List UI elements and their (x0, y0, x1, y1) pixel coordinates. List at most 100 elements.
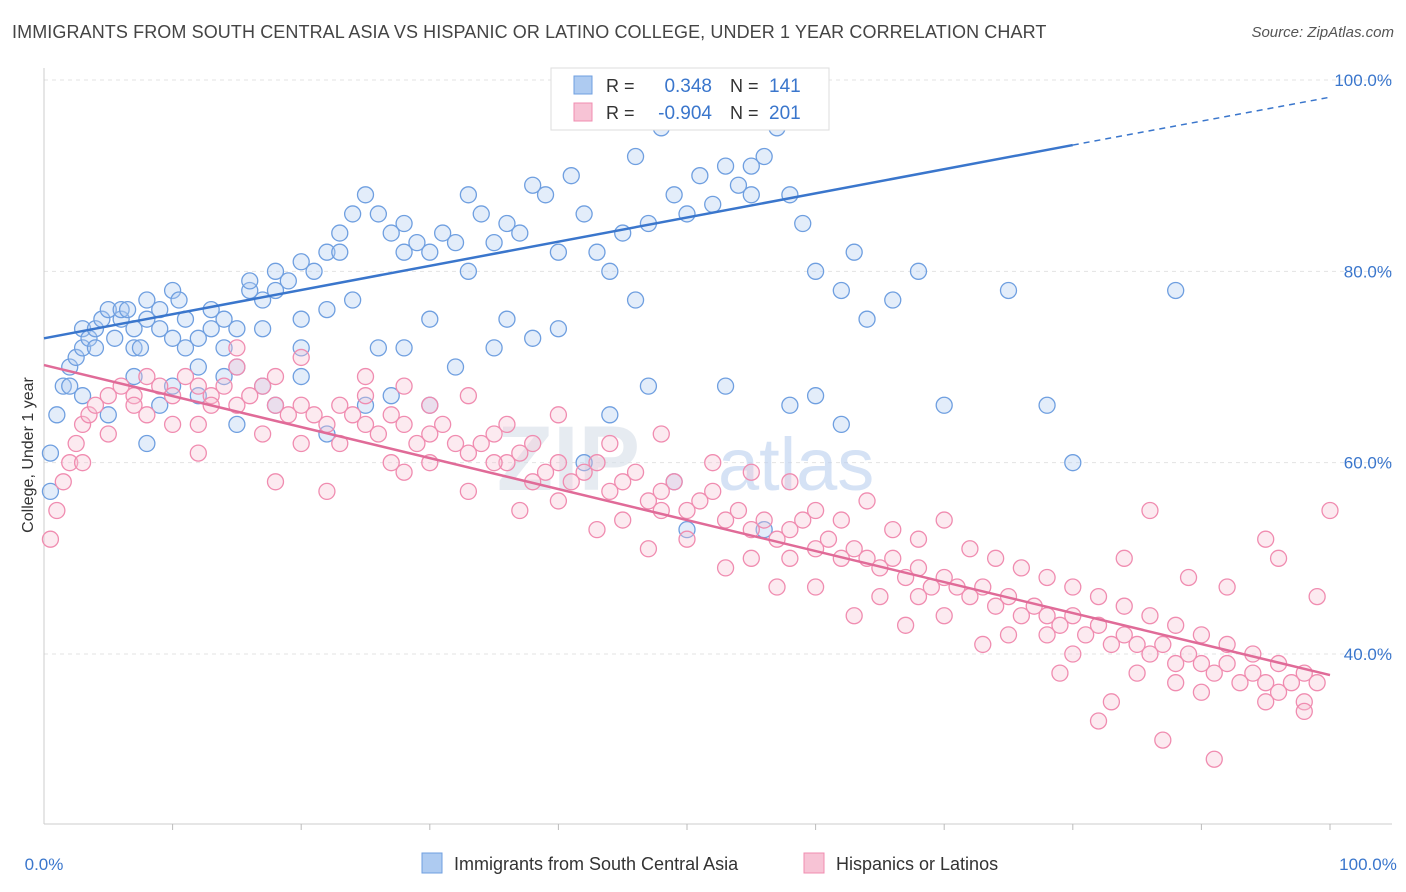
blue-point-57 (408, 233, 426, 252)
pink-point-113 (498, 415, 516, 434)
blue-point-100 (228, 415, 246, 434)
blue-point-135 (343, 291, 362, 309)
pink-point-59 (755, 511, 773, 529)
stats-n-label-pink: N = (730, 103, 759, 123)
pink-point-156 (356, 367, 375, 386)
pink-point-157 (228, 339, 246, 357)
pink-point-120 (806, 501, 825, 520)
blue-point-19 (125, 339, 143, 357)
pink-point-108 (292, 348, 310, 367)
blue-point-113 (601, 406, 619, 424)
blue-point-117 (716, 377, 735, 395)
legend-label-pink[interactable]: Hispanics or Latinos (836, 854, 998, 874)
pink-point-49 (626, 463, 645, 481)
pink-point-195 (125, 396, 143, 414)
pink-point-102 (1308, 674, 1326, 692)
blue-point-125 (935, 396, 953, 414)
pink-point-97 (1244, 664, 1262, 682)
pink-point-182 (974, 635, 992, 654)
pink-point-48 (614, 473, 632, 491)
blue-point-11 (86, 339, 105, 357)
pink-point-169 (1115, 549, 1133, 567)
legend-swatch-pink[interactable] (803, 852, 825, 874)
source-label: Source: ZipAtlas.com (1251, 24, 1394, 41)
pink-point-126 (961, 540, 979, 558)
pink-point-172 (1269, 549, 1288, 567)
pink-point-31 (395, 415, 413, 434)
pink-point-184 (845, 607, 863, 625)
pink-point-32 (408, 434, 426, 453)
blue-point-50 (331, 243, 349, 261)
pink-point-166 (1038, 626, 1056, 644)
pink-point-168 (1295, 702, 1313, 721)
legend-swatch-blue[interactable] (421, 852, 443, 874)
blue-point-103 (292, 367, 310, 386)
blue-point-66 (524, 176, 542, 194)
blue-point-69 (562, 167, 580, 185)
x-tick-label-min: 0.0% (25, 855, 64, 874)
stats-swatch-pink (573, 102, 593, 122)
pink-point-93 (1192, 654, 1211, 673)
pink-point-69 (884, 549, 902, 567)
stats-r-value-pink: -0.904 (658, 103, 712, 124)
pink-point-51 (652, 482, 670, 501)
blue-point-80 (704, 195, 722, 214)
blue-point-25 (163, 329, 182, 347)
pink-point-152 (549, 492, 568, 510)
blue-point-1 (41, 482, 60, 501)
pink-point-89 (1141, 645, 1159, 663)
pink-point-94 (1205, 664, 1223, 682)
pink-point-188 (588, 520, 606, 539)
pink-point-103 (99, 425, 117, 443)
pink-point-47 (601, 482, 619, 501)
blue-point-96 (151, 396, 169, 414)
y-tick-label-100: 100.0% (1334, 71, 1392, 90)
pink-point-114 (549, 406, 568, 424)
blue-point-3 (54, 377, 72, 395)
blue-point-55 (395, 214, 413, 233)
blue-point-7 (73, 339, 92, 357)
pink-point-6 (80, 406, 98, 424)
blue-point-91 (845, 243, 863, 261)
blue-point-46 (292, 310, 310, 328)
blue-point-48 (318, 243, 336, 261)
chart-title: IMMIGRANTS FROM SOUTH CENTRAL ASIA VS HI… (12, 22, 1047, 42)
blue-point-34 (215, 310, 233, 328)
blue-point-64 (498, 214, 516, 233)
pink-point-119 (781, 473, 799, 491)
blue-point-93 (99, 406, 117, 424)
stats-r-label-blue: R = (606, 76, 635, 96)
blue-point-4 (61, 377, 79, 395)
pink-point-11 (138, 367, 156, 386)
legend-label-blue[interactable]: Immigrants from South Central Asia (454, 854, 739, 874)
stats-legend: R = 0.348 N = 141 R = -0.904 N = 201 (550, 67, 830, 131)
pink-point-177 (1102, 693, 1121, 711)
pink-point-116 (652, 425, 670, 443)
pink-point-144 (999, 626, 1018, 644)
blue-point-90 (832, 281, 850, 300)
stats-swatch-blue (573, 75, 593, 95)
pink-point-191 (382, 454, 400, 472)
pink-point-171 (1218, 578, 1236, 596)
stats-r-value-blue: 0.348 (664, 76, 712, 97)
pink-point-135 (1192, 626, 1211, 644)
pink-point-165 (909, 587, 928, 606)
pink-point-155 (163, 415, 182, 434)
pink-point-140 (485, 454, 503, 472)
blue-point-111 (549, 320, 568, 338)
pink-point-141 (614, 511, 632, 529)
blue-point-134 (318, 300, 336, 319)
pink-point-109 (356, 387, 375, 405)
pink-point-100 (1282, 674, 1301, 692)
pink-point-41 (524, 434, 542, 453)
pink-point-147 (806, 578, 825, 596)
blue-point-67 (536, 186, 555, 204)
pink-point-29 (369, 425, 388, 443)
pink-point-54 (691, 492, 709, 510)
pink-point-36 (459, 444, 478, 462)
blue-point-65 (511, 224, 529, 242)
pink-point-82 (1051, 616, 1069, 634)
pink-point-132 (1115, 597, 1133, 615)
pink-point-148 (935, 607, 953, 625)
pink-point-123 (884, 520, 902, 539)
